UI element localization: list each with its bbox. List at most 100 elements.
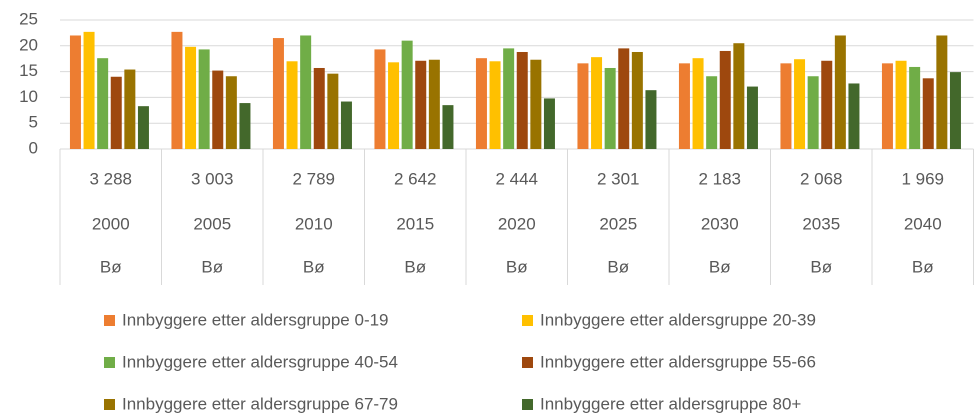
x-tick-label: 2020 bbox=[498, 214, 536, 233]
legend-swatch bbox=[522, 357, 533, 368]
bar bbox=[300, 35, 312, 150]
category-total: 3 288 bbox=[89, 169, 132, 188]
legend-label: Innbyggere etter aldersgruppe 40-54 bbox=[122, 352, 398, 371]
bar bbox=[313, 67, 325, 149]
bar bbox=[239, 103, 251, 149]
bar bbox=[415, 60, 427, 149]
category-region: Bø bbox=[709, 257, 731, 276]
category-total: 2 789 bbox=[292, 169, 335, 188]
bar bbox=[225, 76, 237, 149]
bar bbox=[895, 60, 907, 149]
bar bbox=[272, 38, 284, 150]
bar bbox=[706, 76, 718, 149]
category-total: 1 969 bbox=[901, 169, 944, 188]
x-tick-label: 2005 bbox=[193, 214, 231, 233]
bar bbox=[746, 86, 758, 149]
bar bbox=[83, 31, 95, 150]
bar bbox=[388, 62, 400, 150]
bar bbox=[327, 73, 339, 149]
category-region: Bø bbox=[404, 257, 426, 276]
bar bbox=[516, 51, 528, 149]
x-tick-label: 2040 bbox=[904, 214, 942, 233]
bar bbox=[949, 72, 961, 149]
category-region: Bø bbox=[607, 257, 629, 276]
legend-swatch bbox=[104, 399, 115, 410]
category-region: Bø bbox=[912, 257, 934, 276]
bar bbox=[645, 90, 657, 149]
bar bbox=[909, 66, 921, 149]
x-tick-label: 2000 bbox=[92, 214, 130, 233]
bar bbox=[807, 76, 819, 149]
bar bbox=[631, 51, 643, 149]
category-total: 2 183 bbox=[698, 169, 741, 188]
category-region: Bø bbox=[303, 257, 325, 276]
bar bbox=[577, 63, 589, 149]
bar bbox=[678, 63, 690, 149]
category-total: 2 301 bbox=[597, 169, 640, 188]
category-region: Bø bbox=[810, 257, 832, 276]
x-tick-label: 2015 bbox=[396, 214, 434, 233]
bar bbox=[212, 70, 224, 149]
legend-swatch bbox=[522, 399, 533, 410]
bar bbox=[692, 58, 704, 149]
bar bbox=[834, 35, 846, 150]
legend-label: Innbyggere etter aldersgruppe 80+ bbox=[540, 394, 801, 413]
bar bbox=[543, 98, 555, 149]
bar bbox=[69, 35, 81, 150]
y-tick-label: 10 bbox=[19, 87, 38, 106]
bar bbox=[591, 57, 603, 149]
bar bbox=[922, 78, 934, 149]
y-tick-label: 20 bbox=[19, 35, 38, 54]
bar bbox=[198, 49, 210, 149]
y-tick-label: 0 bbox=[29, 138, 38, 157]
category-total: 3 003 bbox=[191, 169, 234, 188]
bar bbox=[442, 105, 454, 149]
y-tick-label: 5 bbox=[29, 113, 38, 132]
bar bbox=[489, 61, 501, 149]
x-tick-label: 2010 bbox=[295, 214, 333, 233]
bar bbox=[475, 58, 487, 149]
x-tick-label: 2025 bbox=[599, 214, 637, 233]
bar bbox=[374, 49, 386, 149]
category-total: 2 642 bbox=[394, 169, 437, 188]
bar bbox=[530, 59, 542, 150]
legend-swatch bbox=[104, 357, 115, 368]
bar bbox=[618, 48, 630, 149]
bar bbox=[124, 69, 136, 149]
y-tick-label: 25 bbox=[19, 9, 38, 28]
category-total: 2 444 bbox=[495, 169, 538, 188]
bar bbox=[821, 60, 833, 149]
bar bbox=[340, 101, 352, 149]
legend-label: Innbyggere etter aldersgruppe 55-66 bbox=[540, 352, 816, 371]
bar bbox=[936, 35, 948, 150]
category-total: 2 068 bbox=[800, 169, 843, 188]
category-region: Bø bbox=[100, 257, 122, 276]
bar bbox=[185, 46, 197, 149]
bar bbox=[171, 31, 183, 150]
legend-label: Innbyggere etter aldersgruppe 67-79 bbox=[122, 394, 398, 413]
legend-swatch bbox=[104, 315, 115, 326]
category-region: Bø bbox=[506, 257, 528, 276]
bar bbox=[503, 48, 515, 149]
legend-label: Innbyggere etter aldersgruppe 0-19 bbox=[122, 310, 389, 329]
bar bbox=[719, 50, 731, 149]
bar bbox=[881, 63, 893, 149]
x-tick-label: 2030 bbox=[701, 214, 739, 233]
bar bbox=[780, 63, 792, 149]
bar bbox=[137, 106, 149, 149]
bar bbox=[428, 59, 440, 150]
bar bbox=[848, 83, 860, 149]
bar bbox=[401, 40, 413, 149]
x-tick-label: 2035 bbox=[802, 214, 840, 233]
bar bbox=[286, 61, 298, 149]
y-tick-label: 15 bbox=[19, 61, 38, 80]
bar bbox=[97, 58, 109, 149]
legend-swatch bbox=[522, 315, 533, 326]
bar bbox=[604, 67, 616, 149]
bar bbox=[794, 59, 806, 149]
bar bbox=[733, 43, 745, 149]
bar bbox=[110, 76, 122, 149]
legend-label: Innbyggere etter aldersgruppe 20-39 bbox=[540, 310, 816, 329]
category-region: Bø bbox=[201, 257, 223, 276]
